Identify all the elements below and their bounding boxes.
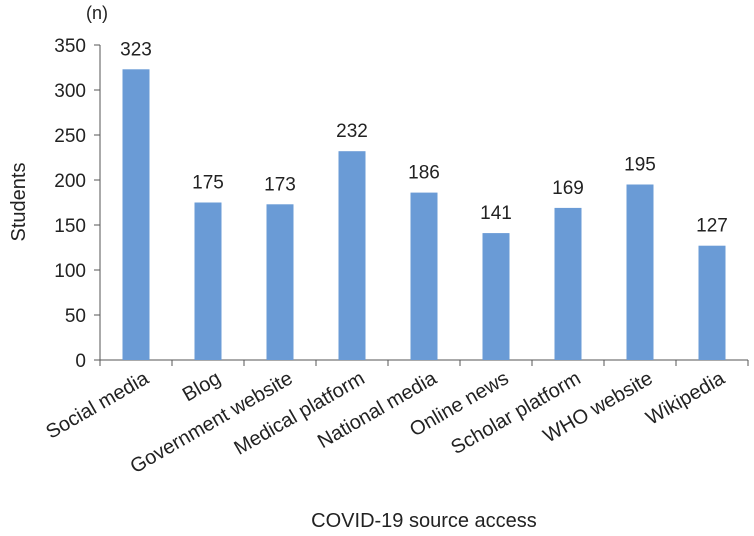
bar — [698, 245, 726, 360]
y-axis: 0 50 100 150 200 250 300 350 — [54, 36, 101, 372]
bars — [122, 69, 726, 361]
data-label: 169 — [552, 178, 584, 199]
data-label: 141 — [480, 203, 512, 224]
bar — [554, 207, 582, 360]
data-labels: 323 175 173 232 186 141 169 195 127 — [120, 39, 728, 236]
category-label: Wikipedia — [642, 367, 729, 430]
y-tick-label: 350 — [54, 36, 86, 57]
y-tick-label: 50 — [65, 306, 86, 327]
unit-label: (n) — [86, 3, 108, 23]
data-label: 195 — [624, 155, 656, 176]
y-tick-label: 200 — [54, 171, 86, 192]
y-tick-label: 300 — [54, 81, 86, 102]
y-tick-label: 100 — [54, 261, 86, 282]
x-axis — [99, 359, 749, 366]
bar — [338, 151, 366, 360]
category-label: Blog — [179, 367, 225, 406]
category-label: National media — [314, 367, 441, 453]
data-label: 232 — [336, 121, 368, 142]
y-axis-title: Students — [8, 163, 30, 242]
data-label: 173 — [264, 174, 296, 195]
data-label: 323 — [120, 39, 152, 60]
bar — [194, 202, 222, 360]
y-tick-label: 0 — [75, 351, 86, 372]
bar — [626, 184, 654, 360]
category-label: Scholar platform — [447, 367, 584, 459]
bar — [122, 69, 150, 361]
data-label: 127 — [696, 216, 728, 237]
data-label: 186 — [408, 163, 440, 184]
bar — [482, 233, 510, 360]
bar — [410, 192, 438, 360]
y-tick-label: 150 — [54, 216, 86, 237]
y-tick-label: 250 — [54, 126, 86, 147]
category-label: Social media — [42, 367, 153, 444]
bar — [266, 204, 294, 360]
data-label: 175 — [192, 173, 224, 194]
x-axis-title: COVID-19 source access — [311, 510, 537, 532]
